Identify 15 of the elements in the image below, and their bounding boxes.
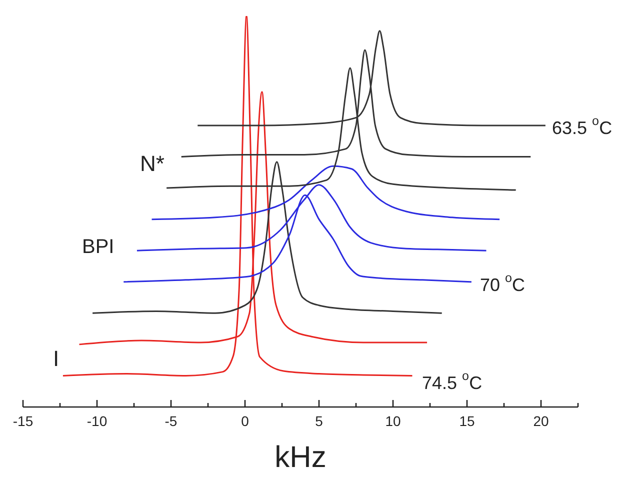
x-tick-label: -15 <box>12 413 34 429</box>
annotation: 74.5 $^{o}$C <box>422 369 482 393</box>
annotation: 63.5 $^{o}$C <box>552 114 612 138</box>
x-tick-label: 10 <box>385 413 401 429</box>
annotation: N* <box>140 150 165 176</box>
x-tick-label: -5 <box>164 413 178 429</box>
annotation: 70 $^{o}$C <box>480 271 526 295</box>
x-tick-label: 20 <box>533 413 549 429</box>
annotation: I <box>53 346 60 371</box>
x-tick-label: 5 <box>315 413 324 429</box>
x-axis-title: kHz <box>274 441 326 474</box>
x-tick-label: -10 <box>86 413 108 429</box>
x-tick-label: 0 <box>241 413 250 429</box>
annotation: BPI <box>82 236 114 258</box>
x-tick-label: 15 <box>459 413 475 429</box>
